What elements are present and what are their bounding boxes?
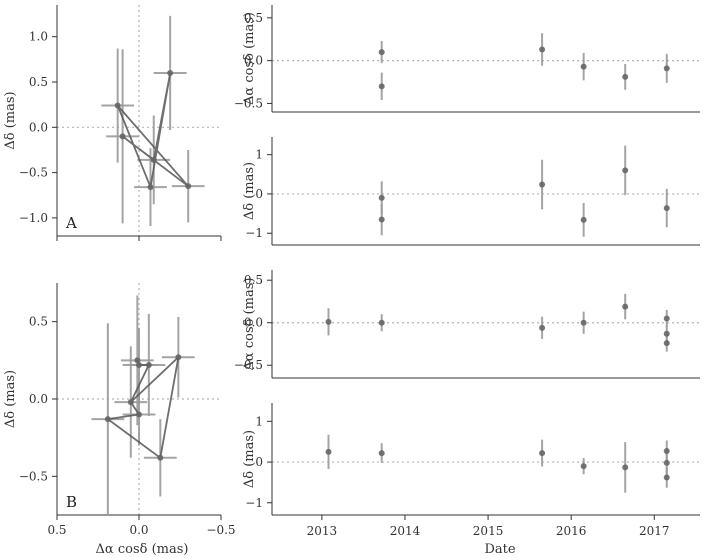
x-tick-label: 2013 [307, 524, 338, 538]
data-point [325, 318, 332, 325]
y-tick-label: −0.5 [234, 358, 263, 372]
data-point [134, 357, 141, 364]
x-tick-label: 2017 [639, 524, 670, 538]
data-point [539, 46, 546, 53]
data-point [136, 411, 142, 418]
panel-B-ra: 0.5 0.0 −0.5Δα cosδ (mas) [234, 270, 700, 379]
y-tick-label: −0.5 [19, 469, 48, 483]
data-point [127, 399, 134, 406]
data-point [622, 167, 629, 174]
data-point [539, 181, 546, 188]
y-tick-label: 1 [255, 148, 263, 162]
x-axis-title: Date [484, 542, 515, 557]
y-axis-title: Δδ (mas) [242, 162, 257, 220]
data-point [147, 184, 154, 191]
y-tick-label: 0.5 [244, 273, 263, 287]
data-point [663, 474, 670, 481]
y-tick-label: −0.5 [19, 166, 48, 180]
panel-A-sky: 1.0 0.5 0.0 −0.5 −1.0 Δδ (mas) A [3, 5, 222, 241]
data-point [119, 133, 126, 140]
y-axis-title: Δδ (mas) [3, 370, 18, 428]
data-point [378, 49, 385, 56]
y-axis-title: Δδ (mas) [242, 430, 257, 488]
y-tick-label: −1 [245, 496, 263, 510]
trajectory-line [105, 354, 180, 460]
data-point [622, 464, 629, 471]
data-point [663, 459, 670, 466]
panel-label: B [66, 493, 77, 511]
panel-B-sky: 0.5 0.0 −0.5 0.5 0.0 −0.5 Δα cosδ (mas) Δδ (mas… [3, 283, 236, 557]
data-point [622, 303, 629, 310]
y-axis-title: Δα cosδ (mas) [242, 278, 257, 371]
data-point [175, 354, 182, 361]
y-tick-label: 0.0 [29, 392, 48, 406]
data-point [663, 65, 670, 72]
data-point [378, 194, 385, 201]
y-tick-label: −0.5 [234, 96, 263, 110]
y-tick-label: −1 [245, 226, 263, 240]
panel-A-dec: 1 0 −1 Δδ (mas) [242, 137, 700, 246]
y-tick-label: 0.5 [29, 315, 48, 329]
data-point [663, 205, 670, 212]
x-axis-title: Δα cosδ (mas) [96, 542, 189, 557]
y-tick-label: 0.0 [244, 316, 263, 330]
data-point [539, 324, 546, 331]
x-tick-label: 0.0 [129, 523, 148, 537]
y-tick-label: 1.0 [29, 30, 48, 44]
data-point [167, 69, 174, 76]
y-tick-label: 1 [255, 414, 263, 428]
y-tick-label: 0 [255, 455, 263, 469]
data-point [378, 83, 385, 90]
data-point [580, 319, 587, 326]
x-tick-label: 2016 [556, 524, 587, 538]
data-point [185, 183, 192, 190]
data-point [114, 102, 121, 109]
data-point [580, 63, 587, 70]
x-tick-label: 2015 [473, 524, 504, 538]
data-point [378, 216, 385, 223]
data-point [663, 330, 670, 337]
data-point [325, 448, 332, 455]
y-tick-label: 0.5 [29, 75, 48, 89]
data-point [378, 450, 385, 457]
data-point [663, 315, 670, 322]
y-tick-label: 0.5 [244, 11, 263, 25]
x-tick-label: −0.5 [206, 523, 235, 537]
data-point [157, 454, 164, 461]
data-point [136, 361, 142, 368]
y-tick-label: 0.0 [244, 54, 263, 68]
data-point [663, 448, 670, 455]
data-point [622, 73, 629, 80]
data-point [145, 361, 152, 368]
y-tick-label: 0 [255, 187, 263, 201]
x-tick-label: 0.5 [47, 523, 66, 537]
data-point [539, 450, 546, 457]
y-axis-title: Δα cosδ (mas) [242, 12, 257, 105]
panel-A-ra: 0.5 0.0 −0.5Δα cosδ (mas) [234, 5, 700, 113]
data-point [378, 319, 385, 326]
data-point [150, 156, 157, 163]
y-axis-title: Δδ (mas) [3, 91, 18, 149]
x-tick-label: 2014 [390, 524, 421, 538]
panel-B-dec: 1 0 −1 Δδ (mas) 2013 2014 2015 2016 2017 Date [242, 403, 700, 557]
data-point [104, 416, 111, 423]
data-point [580, 463, 587, 470]
data-point [663, 340, 670, 347]
data-point [580, 216, 587, 223]
y-tick-label: 0.0 [29, 120, 48, 134]
y-tick-label: −1.0 [19, 211, 48, 225]
panel-label: A [65, 214, 77, 232]
